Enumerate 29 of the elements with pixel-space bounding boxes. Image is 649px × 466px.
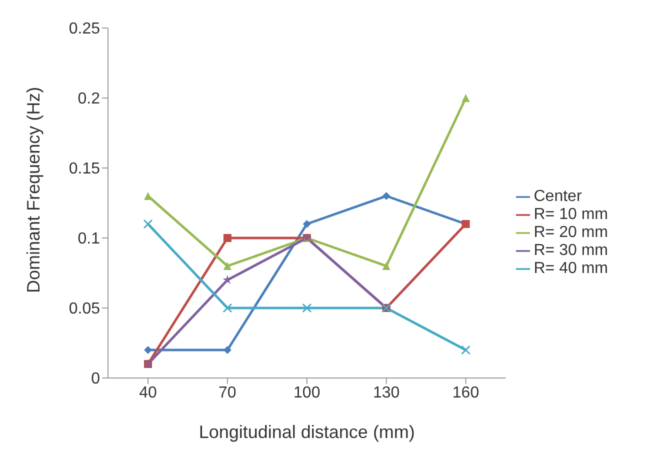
point	[143, 219, 153, 229]
x-tick-label: 130	[372, 384, 400, 402]
point	[302, 303, 312, 313]
y-tick-label: 0.15	[68, 160, 100, 178]
point	[144, 346, 152, 354]
legend-label: R= 10 mm	[534, 206, 608, 223]
x-tick-label: 100	[294, 384, 320, 402]
point	[382, 262, 390, 270]
point	[462, 94, 470, 102]
legend-label: R= 40 mm	[534, 260, 608, 277]
point	[302, 220, 311, 228]
point	[382, 192, 390, 200]
point	[222, 275, 232, 284]
y-tick-label: 0.05	[68, 300, 100, 318]
y-axis-title: Dominant Frequency (Hz)	[23, 86, 44, 293]
y-tick-label: 0.2	[78, 90, 100, 108]
y-tick-label: 0.25	[68, 20, 100, 38]
legend-label: R= 20 mm	[534, 224, 608, 241]
x-tick-label: 40	[139, 384, 157, 402]
point	[461, 345, 470, 355]
x-tick-label: 70	[218, 384, 236, 402]
x-tick-label: 160	[452, 384, 480, 402]
legend-label: R= 30 mm	[534, 242, 608, 259]
point	[223, 234, 232, 242]
x-axis-title: Longitudinal distance (mm)	[198, 422, 415, 442]
y-tick-label: 0.1	[78, 230, 100, 248]
y-tick-label: 0	[91, 370, 100, 388]
point	[223, 262, 232, 270]
legend-label: Center	[534, 188, 582, 205]
